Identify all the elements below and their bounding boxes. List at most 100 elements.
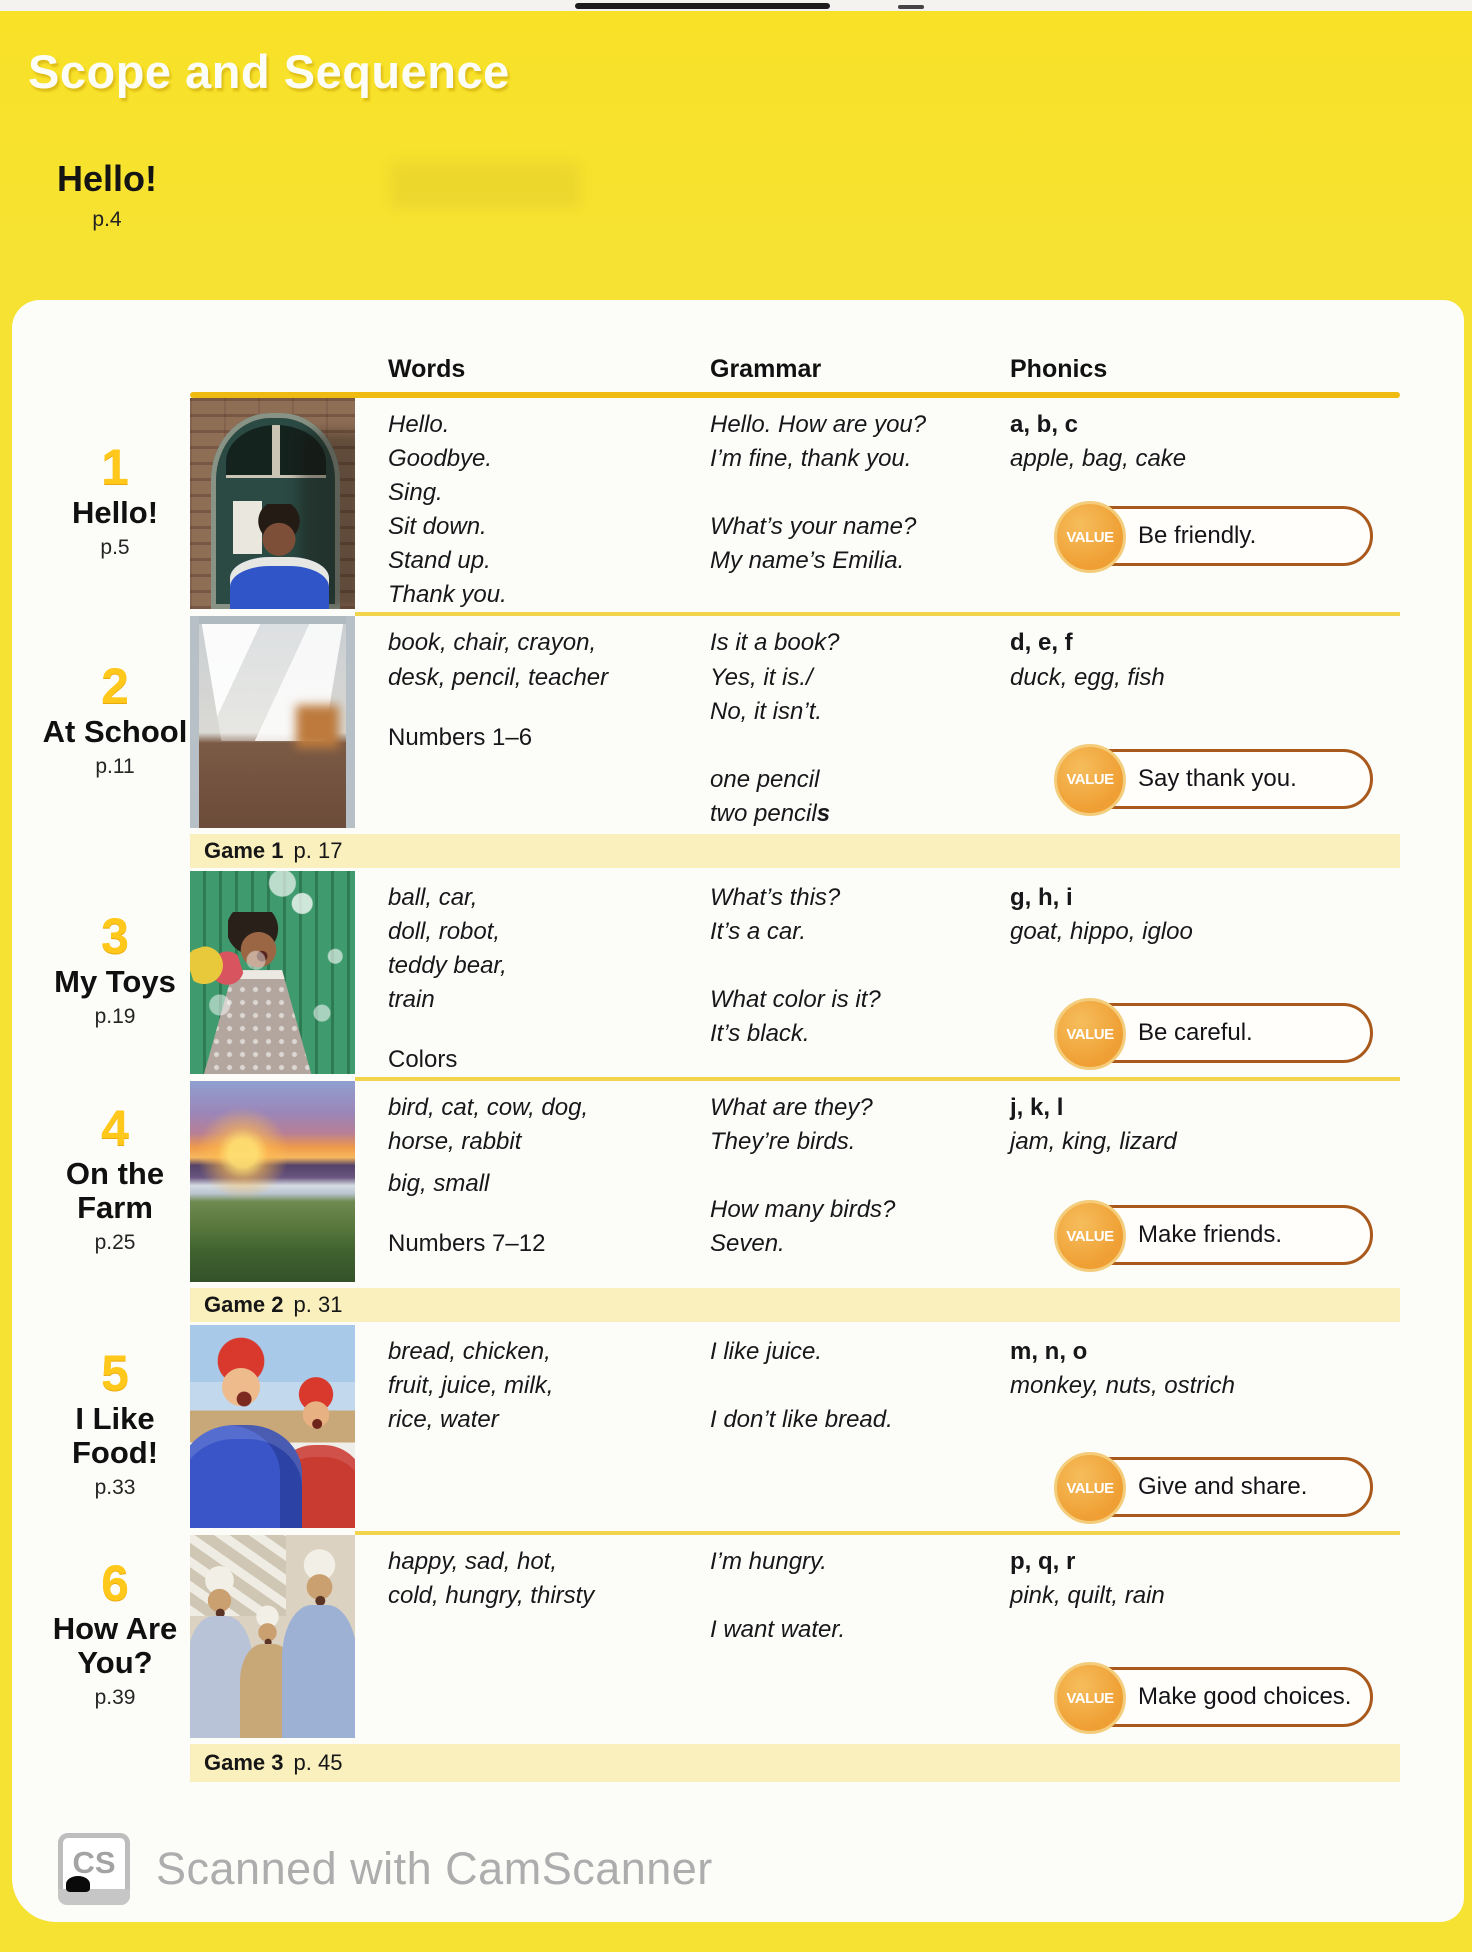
- intro-unit: Hello! p.4: [52, 158, 162, 232]
- words-list: ball, car, doll, robot, teddy bear, trai…: [388, 883, 507, 1014]
- phonics-cell: p, q, r pink, quilt, rain VALUE Make goo…: [975, 1535, 1400, 1741]
- unit-page: p.25: [94, 1231, 136, 1255]
- grammar-cell: I like juice. I don’t like bread.: [665, 1325, 975, 1531]
- grammar-cell: What are they? They’re birds. How many b…: [665, 1081, 975, 1285]
- unit-number: 1: [101, 439, 129, 496]
- content-card: Words Grammar Phonics 1 Hello! p.5 Hello…: [12, 300, 1464, 1922]
- grammar-text: What color is it? It’s black.: [710, 986, 881, 1048]
- value-icon: VALUE: [1054, 1200, 1126, 1273]
- scope-sequence-table: Words Grammar Phonics 1 Hello! p.5 Hello…: [40, 355, 1400, 1785]
- phonics-cell: g, h, i goat, hippo, igloo VALUE Be care…: [975, 871, 1400, 1077]
- phonics-letters: m, n, o: [1010, 1338, 1088, 1366]
- table-row-unit-2: 2 At School p.11 book, chair, crayon, de…: [40, 616, 1400, 830]
- words-cell: bird, cat, cow, dog, horse, rabbit big, …: [355, 1081, 665, 1285]
- unit-page: p.33: [94, 1476, 136, 1500]
- grammar-text: What’s your name? My name’s Emilia.: [710, 513, 917, 575]
- grammar-text: Hello. How are you? I’m fine, thank you.: [710, 411, 927, 473]
- phonics-cell: j, k, l jam, king, lizard VALUE Make fri…: [975, 1081, 1400, 1285]
- table-row-unit-4: 4 On the Farm p.25 bird, cat, cow, dog, …: [40, 1081, 1400, 1285]
- game-page: p. 17: [293, 837, 343, 863]
- phonics-words: jam, king, lizard: [1010, 1128, 1177, 1156]
- words-list: bread, chicken, fruit, juice, milk, rice…: [388, 1338, 554, 1434]
- table-header-row: Words Grammar Phonics: [40, 355, 1400, 392]
- unit-photo: [190, 1325, 355, 1529]
- game-strip-2: Game 2 p. 31: [190, 1288, 1400, 1323]
- row-divider: [355, 1531, 1400, 1536]
- unit-label: 5 I Like Food! p.33: [40, 1325, 190, 1531]
- scan-artifact-blob: [66, 1876, 90, 1892]
- unit-photo: [190, 1081, 355, 1283]
- unit-title: How Are You?: [52, 1611, 178, 1681]
- value-icon: VALUE: [1054, 1452, 1126, 1525]
- photo-art: [282, 1547, 355, 1739]
- value-text: Make good choices.: [1138, 1683, 1352, 1711]
- unit-label: 2 At School p.11: [40, 616, 190, 830]
- unit-photo: [190, 870, 355, 1075]
- game-label: Game 2: [204, 1292, 284, 1318]
- value-icon: VALUE: [1054, 743, 1126, 816]
- grammar-text: I’m hungry.: [710, 1548, 827, 1576]
- unit-title: My Toys: [54, 964, 176, 999]
- words-extra: Colors: [388, 1046, 458, 1074]
- grammar-text: What are they? They’re birds.: [710, 1094, 873, 1156]
- grammar-cell: Hello. How are you? I’m fine, thank you.…: [665, 398, 975, 612]
- table-row-unit-1: 1 Hello! p.5 Hello. Goodbye. Sing. Sit d…: [40, 398, 1400, 612]
- words-list: bird, cat, cow, dog, horse, rabbit: [388, 1094, 589, 1156]
- value-badge: VALUE Make friends.: [1054, 1200, 1373, 1273]
- phonics-cell: d, e, f duck, egg, fish VALUE Say thank …: [975, 616, 1400, 830]
- unit-label: 3 My Toys p.19: [40, 871, 190, 1077]
- grammar-text: I want water.: [710, 1616, 846, 1644]
- unit-label: 6 How Are You? p.39: [40, 1535, 190, 1741]
- value-text: Say thank you.: [1138, 764, 1297, 792]
- game-page: p. 45: [293, 1750, 343, 1776]
- game-label: Game 1: [204, 837, 284, 863]
- words-cell: Hello. Goodbye. Sing. Sit down. Stand up…: [355, 398, 665, 612]
- column-header-words: Words: [388, 355, 466, 383]
- unit-page: p.5: [100, 536, 130, 560]
- unit-title: Hello!: [71, 495, 159, 531]
- unit-page: p.11: [95, 754, 135, 778]
- grammar-text: Is it a book? Yes, it is./ No, it isn’t.: [710, 629, 840, 725]
- grammar-text-bold-tail: s: [816, 799, 831, 827]
- unit-photo: [190, 616, 355, 828]
- unit-number: 2: [101, 657, 129, 714]
- value-icon: VALUE: [1054, 1662, 1126, 1735]
- phonics-words: goat, hippo, igloo: [1010, 917, 1193, 945]
- photo-art: [229, 503, 329, 610]
- row-divider: [355, 612, 1400, 617]
- unit-label: 1 Hello! p.5: [40, 398, 190, 612]
- intro-unit-title: Hello!: [56, 158, 157, 199]
- unit-number: 3: [101, 908, 129, 964]
- unit-page: p.19: [94, 1005, 136, 1029]
- column-header-grammar: Grammar: [710, 355, 822, 383]
- unit-number: 5: [101, 1345, 129, 1402]
- table-row-unit-3: 3 My Toys p.19 ball, car, doll, robot, t…: [40, 870, 1400, 1077]
- value-badge: VALUE Give and share.: [1054, 1452, 1373, 1525]
- value-text: Make friends.: [1138, 1221, 1283, 1249]
- value-badge: VALUE Make good choices.: [1054, 1662, 1373, 1735]
- unit-label: 4 On the Farm p.25: [40, 1081, 190, 1285]
- value-icon: VALUE: [1054, 501, 1126, 574]
- header-underline: [190, 392, 1400, 398]
- row-divider: [355, 1077, 1400, 1082]
- unit-title: At School: [42, 713, 188, 749]
- photo-cell: [190, 1081, 355, 1285]
- game-page: p. 31: [293, 1292, 343, 1318]
- photo-cell: [190, 398, 355, 612]
- unit-page: p.39: [94, 1686, 136, 1710]
- photo-cell: [190, 1325, 355, 1531]
- words-cell: ball, car, doll, robot, teddy bear, trai…: [355, 871, 665, 1077]
- phonics-cell: a, b, c apple, bag, cake VALUE Be friend…: [975, 398, 1400, 612]
- photo-cell: [190, 870, 355, 1077]
- camscanner-watermark: CS Scanned with CamScanner: [58, 1833, 713, 1905]
- scan-artifact-line: [575, 3, 830, 9]
- grammar-text: one pencil two pencils: [710, 763, 975, 831]
- unit-photo: [190, 398, 355, 610]
- photo-art: [190, 616, 355, 827]
- photo-art: [190, 870, 355, 1075]
- unit-photo: [190, 1535, 355, 1739]
- grammar-cell: What’s this? It’s a car. What color is i…: [665, 871, 975, 1077]
- intro-unit-page: p.4: [92, 208, 122, 231]
- table-row-unit-6: 6 How Are You? p.39 happy, sad, hot, col…: [40, 1535, 1400, 1741]
- unit-title: On the Farm: [65, 1156, 165, 1226]
